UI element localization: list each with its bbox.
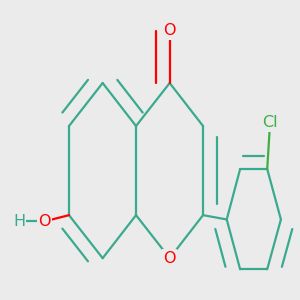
Text: O: O bbox=[164, 23, 176, 38]
Text: O: O bbox=[164, 251, 176, 266]
Text: H: H bbox=[13, 214, 25, 229]
Text: Cl: Cl bbox=[262, 116, 278, 130]
Text: O: O bbox=[38, 214, 51, 229]
